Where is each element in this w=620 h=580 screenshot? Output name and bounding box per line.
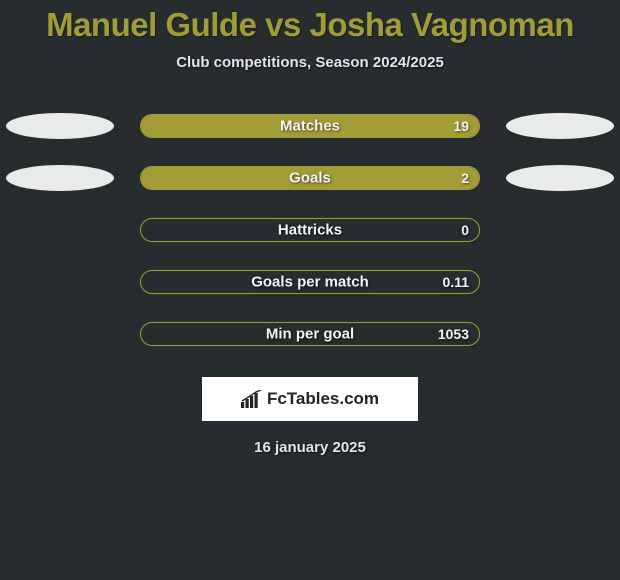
player-left-marker <box>6 269 114 295</box>
stat-label: Min per goal <box>266 326 354 343</box>
page-title: Manuel Gulde vs Josha Vagnoman <box>0 2 620 54</box>
stat-value-right: 2 <box>461 170 469 186</box>
player-right-marker <box>506 165 614 191</box>
comparison-card: Manuel Gulde vs Josha Vagnoman Club comp… <box>0 0 620 456</box>
player-left-marker <box>6 113 114 139</box>
subtitle: Club competitions, Season 2024/2025 <box>0 54 620 71</box>
stat-bar: Hattricks 0 <box>140 218 480 242</box>
stat-value-right: 0 <box>461 222 469 238</box>
logo-box[interactable]: FcTables.com <box>202 377 418 421</box>
player-right-marker <box>506 269 614 295</box>
player-right-marker <box>506 321 614 347</box>
stat-bar: Goals 2 <box>140 166 480 190</box>
stat-value-right: 19 <box>453 118 469 134</box>
stat-value-right: 1053 <box>438 326 469 342</box>
player-right-marker <box>506 217 614 243</box>
logo: FcTables.com <box>241 389 379 409</box>
stat-row: Goals 2 <box>0 165 620 191</box>
bar-chart-icon <box>241 390 263 408</box>
stat-label: Goals <box>289 170 331 187</box>
date-line: 16 january 2025 <box>0 439 620 456</box>
player-left-marker <box>6 217 114 243</box>
stat-row: Hattricks 0 <box>0 217 620 243</box>
stat-bar: Goals per match 0.11 <box>140 270 480 294</box>
stat-row: Matches 19 <box>0 113 620 139</box>
stat-bar: Matches 19 <box>140 114 480 138</box>
stat-label: Hattricks <box>278 222 342 239</box>
logo-text: FcTables.com <box>267 389 379 409</box>
stats-rows: Matches 19 Goals 2 Hattricks 0 Goals per match… <box>0 113 620 347</box>
stat-label: Goals per match <box>251 274 369 291</box>
stat-row: Goals per match 0.11 <box>0 269 620 295</box>
player-right-marker <box>506 113 614 139</box>
player-left-marker <box>6 321 114 347</box>
player-left-marker <box>6 165 114 191</box>
stat-row: Min per goal 1053 <box>0 321 620 347</box>
stat-bar: Min per goal 1053 <box>140 322 480 346</box>
stat-value-right: 0.11 <box>443 274 469 290</box>
stat-label: Matches <box>280 118 340 135</box>
